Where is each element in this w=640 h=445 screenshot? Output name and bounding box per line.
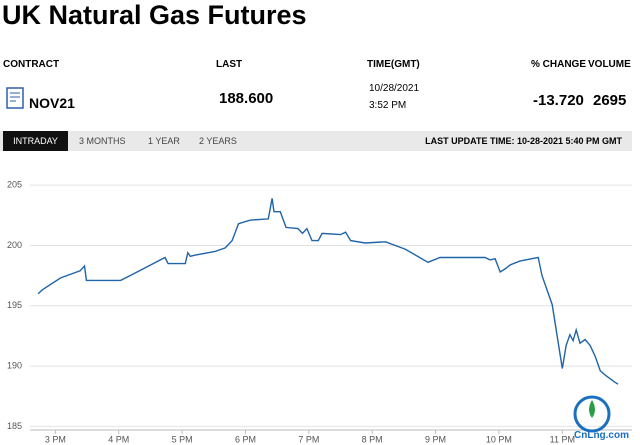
- y-tick-label: 185: [7, 421, 22, 431]
- tab[interactable]: 2 YEARS: [199, 136, 237, 146]
- column-header: TIME(GMT): [367, 59, 420, 70]
- x-tick-label: 11 PM: [550, 434, 575, 444]
- volume: 2695: [593, 92, 627, 109]
- tab-active[interactable]: INTRADAY: [3, 131, 68, 151]
- tab[interactable]: 3 MONTHS: [79, 136, 126, 146]
- x-tick-label: 9 PM: [425, 434, 446, 444]
- last-update: LAST UPDATE TIME: 10-28-2021 5:40 PM GMT: [425, 136, 622, 146]
- page-title: UK Natural Gas Futures: [2, 0, 307, 30]
- column-header: CONTRACT: [3, 59, 60, 70]
- price-line: [37, 198, 619, 385]
- x-tick-label: 4 PM: [108, 434, 129, 444]
- contract-icon: [6, 87, 24, 109]
- watermark: CnLng.com: [574, 430, 629, 441]
- tab[interactable]: 1 YEAR: [148, 136, 180, 146]
- x-tick-label: 8 PM: [362, 434, 383, 444]
- tab-bar: [0, 131, 632, 151]
- y-tick-label: 200: [7, 240, 22, 250]
- y-tick-label: 195: [7, 300, 22, 310]
- last-price: 188.600: [219, 90, 274, 107]
- x-tick-label: 3 PM: [45, 434, 66, 444]
- x-tick-label: 5 PM: [172, 434, 193, 444]
- column-header: % CHANGE: [531, 59, 587, 70]
- x-tick-label: 6 PM: [235, 434, 256, 444]
- change: -13.720: [533, 92, 584, 109]
- time-date: 10/28/2021: [369, 83, 420, 94]
- y-tick-label: 205: [7, 180, 22, 190]
- column-header: VOLUME: [588, 59, 631, 70]
- x-tick-label: 10 PM: [486, 434, 512, 444]
- column-header: LAST: [216, 59, 243, 70]
- watermark-logo: CnLng.com: [573, 395, 629, 441]
- chart: 185 190 195 200 205 3 PM 4 PM 5 PM 6 PM 7 PM 8 PM 9…: [7, 180, 632, 444]
- y-tick-label: 190: [7, 360, 22, 370]
- x-tick-label: 7 PM: [298, 434, 319, 444]
- time-clock: 3:52 PM: [369, 100, 407, 111]
- contract: NOV21: [29, 95, 75, 111]
